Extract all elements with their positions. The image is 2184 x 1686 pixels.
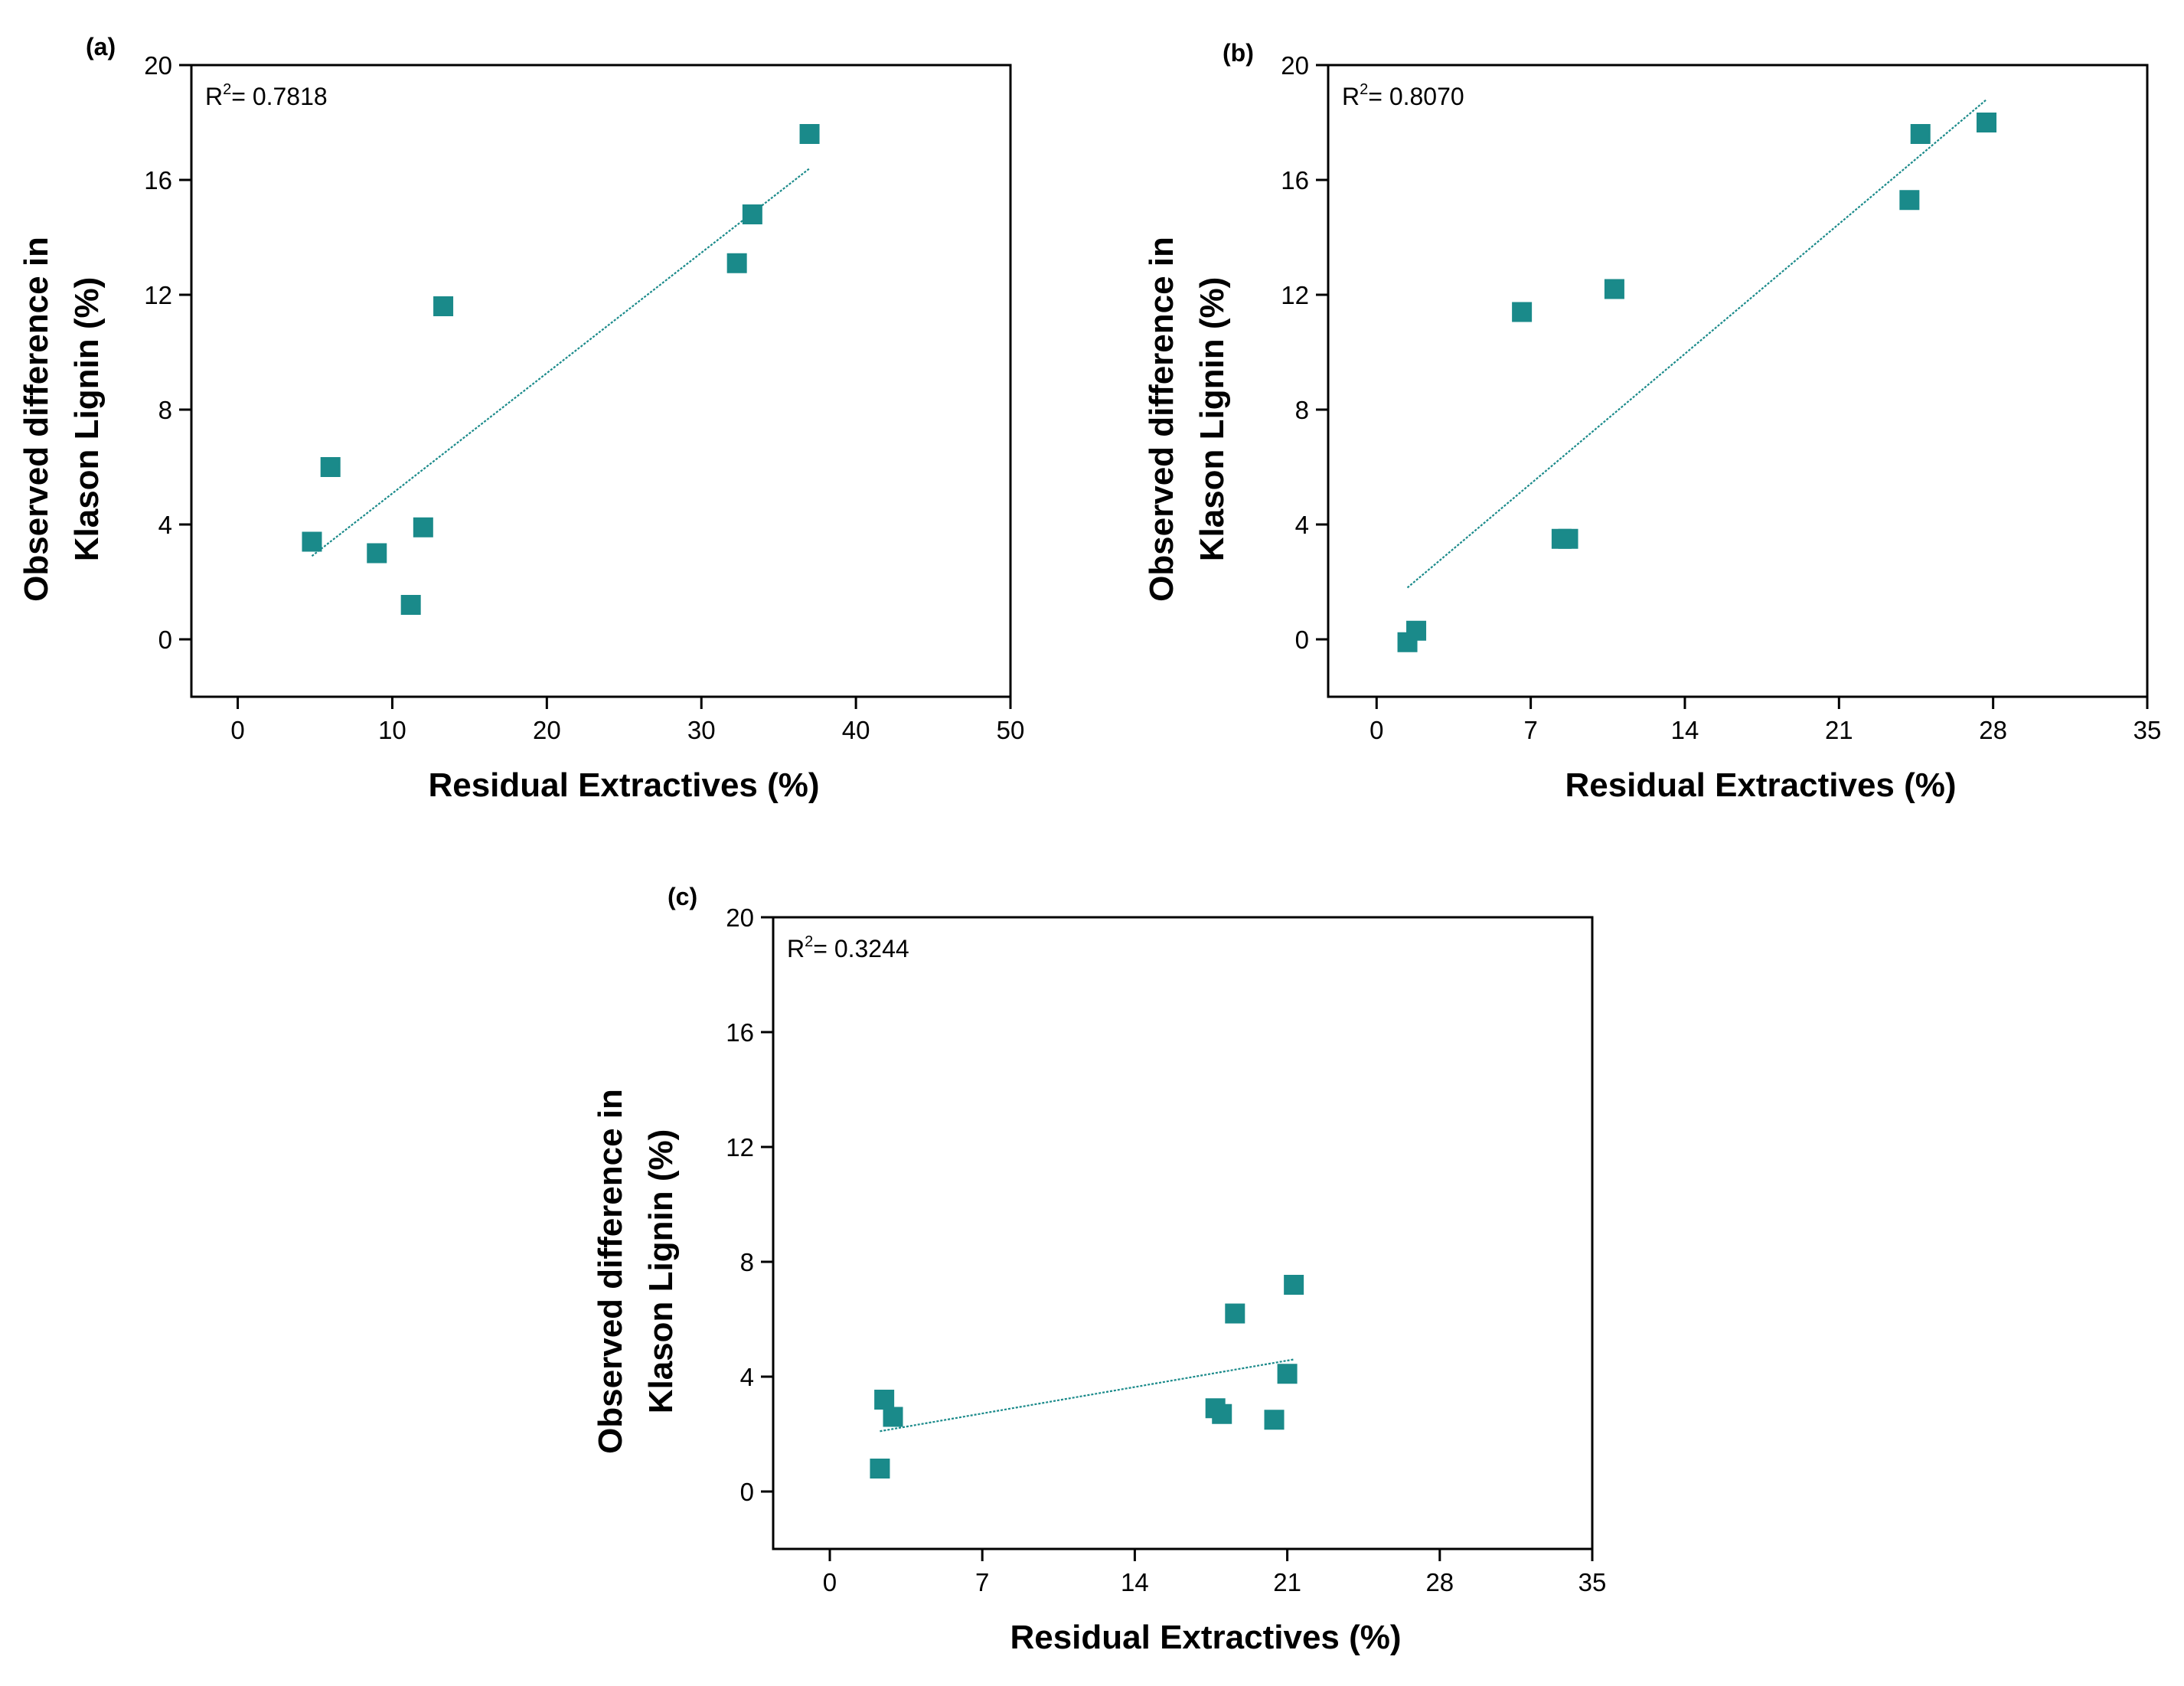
data-point [883, 1407, 903, 1427]
x-axis-title: Residual Extractives (%) [1565, 766, 1956, 804]
x-tick-label: 35 [2133, 716, 2162, 744]
y-tick-label: 4 [740, 1363, 754, 1391]
data-point [726, 253, 747, 273]
data-point [799, 124, 820, 144]
data-point [1284, 1275, 1304, 1295]
x-tick-label: 40 [842, 716, 870, 744]
data-point [302, 531, 322, 552]
data-point [1604, 279, 1624, 299]
x-tick-label: 0 [230, 716, 244, 744]
x-tick-label: 14 [1671, 716, 1699, 744]
r-squared-superscript: 2 [223, 81, 231, 98]
y-tick-label: 8 [740, 1248, 754, 1276]
data-point [413, 517, 433, 537]
regression-fit-line [880, 1358, 1294, 1433]
r-squared-value: = 0.8070 [1368, 83, 1464, 110]
r-squared-prefix: R [1342, 83, 1360, 110]
y-tick-label: 12 [726, 1133, 754, 1162]
x-tick-label: 7 [1523, 716, 1537, 744]
data-point [1977, 113, 1997, 132]
r-squared-prefix: R [787, 935, 805, 962]
y-tick-label: 4 [158, 511, 172, 539]
x-tick-label: 7 [975, 1568, 989, 1596]
y-axis-title-line-2: Klason Lignin (%) [1193, 277, 1231, 562]
y-tick-label: 4 [1295, 511, 1309, 539]
x-tick-label: 28 [1979, 716, 2007, 744]
y-tick-label: 8 [158, 396, 172, 424]
x-tick-label: 10 [378, 716, 406, 744]
r-squared-superscript: 2 [805, 933, 813, 950]
data-point [1406, 620, 1427, 641]
r-squared-label: R2= 0.3244 [787, 933, 909, 962]
x-tick-label: 28 [1425, 1568, 1454, 1596]
data-point [1899, 190, 1920, 211]
data-point [1512, 302, 1533, 322]
data-point [320, 457, 341, 477]
regression-fit-line [311, 168, 811, 557]
y-tick-label: 20 [144, 51, 172, 80]
r-squared-label: R2= 0.8070 [1342, 81, 1464, 110]
data-point [1277, 1364, 1298, 1384]
r-squared-prefix: R [205, 83, 223, 110]
y-axis-title-line-1: Observed difference in [18, 237, 55, 602]
y-tick-label: 0 [158, 626, 172, 654]
y-axis-title-line-2: Klason Lignin (%) [68, 277, 106, 562]
panel-label: (b) [1223, 39, 1254, 67]
y-tick-label: 8 [1295, 396, 1309, 424]
x-tick-label: 14 [1121, 1568, 1149, 1596]
chart-panel-3: 0 7 14 21 28 35 0 4 8 12 16 20 (c) R2= 0.3244 Residual… [592, 883, 1606, 1656]
x-tick-label: 21 [1273, 1568, 1301, 1596]
y-tick-label: 12 [144, 281, 172, 309]
chart-panel-1: 0 10 20 30 40 50 0 4 8 12 16 20 (a) R2= 0.7818 Residua… [18, 33, 1024, 804]
x-tick-label: 35 [1578, 1568, 1607, 1596]
data-point [1558, 528, 1578, 549]
chart-panel-2: 0 7 14 21 28 35 0 4 8 12 16 20 (b) R2= 0.8070 Residual… [1143, 39, 2161, 804]
r-squared-superscript: 2 [1360, 81, 1368, 98]
r-squared-value: = 0.3244 [813, 935, 909, 962]
x-tick-label: 50 [997, 716, 1025, 744]
y-tick-label: 16 [144, 166, 172, 194]
y-axis-title-line-1: Observed difference in [592, 1089, 629, 1454]
y-tick-label: 16 [726, 1018, 754, 1047]
data-point [400, 595, 421, 615]
plot-frame [190, 64, 1012, 698]
x-tick-label: 21 [1825, 716, 1853, 744]
data-point [1264, 1410, 1285, 1430]
plot-frame [1327, 64, 2149, 698]
r-squared-value: = 0.7818 [231, 83, 327, 110]
data-point [433, 296, 454, 316]
y-tick-label: 20 [726, 903, 754, 932]
panel-label: (c) [668, 883, 697, 910]
x-axis-title: Residual Extractives (%) [1010, 1619, 1401, 1656]
x-tick-label: 30 [687, 716, 716, 744]
y-tick-label: 12 [1281, 281, 1309, 309]
plot-frame [772, 916, 1594, 1550]
data-point [874, 1390, 895, 1410]
x-tick-label: 0 [823, 1568, 837, 1596]
r-squared-label: R2= 0.7818 [205, 81, 328, 110]
y-axis-title-line-1: Observed difference in [1143, 237, 1180, 602]
y-tick-label: 0 [1295, 626, 1309, 654]
data-point [742, 204, 762, 224]
data-point [1225, 1303, 1245, 1324]
data-point [367, 543, 387, 564]
y-tick-label: 16 [1281, 166, 1309, 194]
panel-label: (a) [86, 33, 116, 60]
x-axis-title: Residual Extractives (%) [428, 766, 819, 804]
data-point [870, 1459, 890, 1479]
data-point [1910, 124, 1931, 144]
x-tick-label: 20 [533, 716, 561, 744]
y-tick-label: 20 [1281, 51, 1309, 80]
data-point [1212, 1403, 1232, 1424]
x-tick-label: 0 [1369, 716, 1383, 744]
y-axis-title-line-2: Klason Lignin (%) [642, 1129, 680, 1414]
y-tick-label: 0 [740, 1478, 754, 1506]
